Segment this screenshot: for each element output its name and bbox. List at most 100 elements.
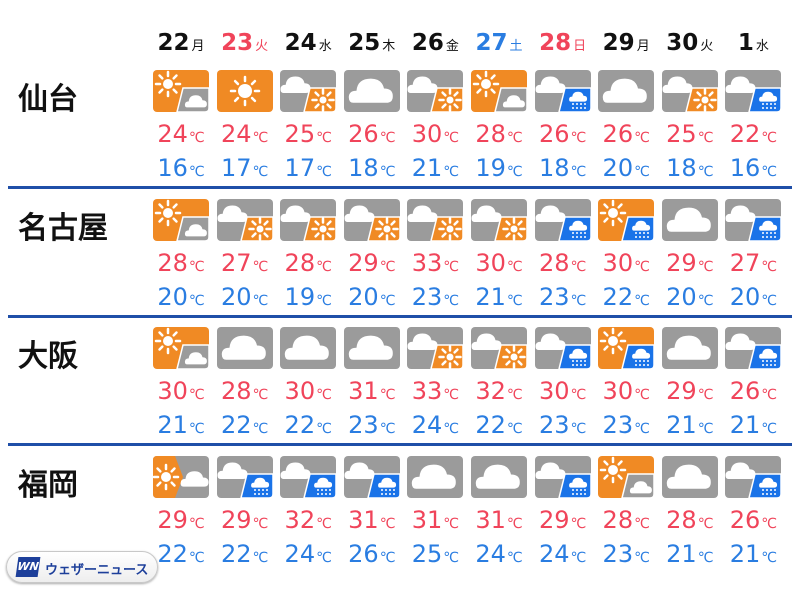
temp-unit: ℃ — [316, 515, 332, 532]
weather-sun-cloud-icon — [153, 327, 210, 370]
high-temp-value: 28 — [157, 248, 188, 277]
temp-unit: ℃ — [379, 515, 396, 532]
high-temp-value: 29 — [157, 505, 188, 534]
temp-unit: ℃ — [316, 421, 332, 437]
low-temp-value: 19 — [475, 154, 506, 182]
temp-unit: ℃ — [443, 515, 460, 532]
weather-cloud-rain-icon — [725, 327, 783, 370]
low-temp: 21℃ — [149, 411, 213, 439]
low-temp: 23℃ — [594, 411, 658, 439]
high-temp: 33℃ — [403, 377, 467, 405]
day-weekday: 火 — [700, 39, 714, 54]
low-temp-value: 17 — [284, 154, 316, 182]
temp-unit: ℃ — [761, 387, 778, 403]
high-temp-value: 24 — [157, 120, 188, 148]
high-temp: 28℃ — [658, 506, 722, 534]
high-temp-value: 22 — [729, 120, 761, 148]
temp-unit: ℃ — [506, 130, 523, 146]
low-temp: 23℃ — [403, 283, 467, 311]
high-temp-value: 29 — [220, 505, 252, 534]
low-temp-value: 17 — [220, 154, 252, 182]
temp-unit: ℃ — [570, 164, 587, 180]
day-header: 24 水 — [276, 30, 340, 56]
high-temp-value: 27 — [729, 248, 761, 277]
low-temp: 21℃ — [658, 540, 722, 568]
high-temp: 26℃ — [721, 506, 785, 534]
low-temp-value: 22 — [284, 411, 316, 439]
temp-unit: ℃ — [443, 421, 460, 437]
weather-cloud-rain-icon — [534, 198, 592, 242]
high-temp: 22℃ — [721, 120, 785, 148]
temp-unit: ℃ — [188, 421, 205, 437]
high-temp: 30℃ — [276, 377, 340, 405]
high-temp: 32℃ — [467, 377, 531, 405]
day-header: 30 火 — [658, 30, 722, 56]
temp-unit: ℃ — [443, 387, 460, 403]
temp-unit: ℃ — [761, 549, 778, 566]
day-header: 29 月 — [594, 30, 658, 56]
low-temp: 24℃ — [403, 411, 467, 439]
low-temp-value: 21 — [666, 539, 697, 568]
high-temp: 32℃ — [276, 506, 340, 534]
high-temp: 27℃ — [213, 249, 277, 277]
temp-unit: ℃ — [697, 515, 714, 532]
low-temp: 20℃ — [340, 283, 404, 311]
low-temp-value: 21 — [666, 411, 697, 439]
temp-unit: ℃ — [443, 164, 460, 180]
low-temp-value: 21 — [475, 282, 506, 311]
row-divider — [8, 443, 792, 446]
high-temp-value: 26 — [602, 120, 634, 148]
high-temp-value: 31 — [348, 377, 379, 405]
low-temp: 17℃ — [213, 154, 277, 182]
low-temp: 22℃ — [467, 411, 531, 439]
weather-cloud-icon — [661, 327, 718, 369]
low-temp: 22℃ — [149, 540, 213, 568]
day-weekday: 月 — [191, 39, 205, 54]
high-temp-value: 30 — [602, 248, 634, 277]
day-date: 27 — [475, 30, 508, 56]
weather-cloud-rain-icon — [280, 455, 337, 499]
temp-unit: ℃ — [252, 292, 269, 309]
low-temp-value: 20 — [602, 154, 634, 182]
high-temp: 30℃ — [467, 249, 531, 277]
low-temp-value: 18 — [538, 154, 570, 182]
day-weekday: 火 — [255, 39, 269, 54]
temp-unit: ℃ — [252, 164, 269, 180]
temp-unit: ℃ — [634, 387, 650, 403]
day-weekday: 金 — [445, 39, 459, 54]
low-temp-value: 21 — [411, 154, 443, 182]
high-temp: 30℃ — [149, 377, 213, 405]
weather-cloud-rain-icon — [725, 455, 783, 499]
high-temp: 33℃ — [403, 249, 467, 277]
temp-unit: ℃ — [761, 515, 778, 532]
low-temp: 19℃ — [276, 283, 340, 311]
weather-cloud-rain-icon — [725, 70, 783, 113]
high-temp-value: 30 — [284, 377, 316, 405]
temp-unit: ℃ — [570, 130, 587, 146]
high-temp: 26℃ — [594, 120, 658, 148]
low-temp: 22℃ — [594, 283, 658, 311]
low-temp-value: 21 — [157, 411, 188, 439]
weather-cloud-sun-icon — [661, 70, 719, 113]
temp-unit: ℃ — [316, 164, 332, 180]
city-name: 福岡 — [18, 467, 78, 503]
row-divider — [8, 186, 792, 189]
high-temp: 28℃ — [467, 120, 531, 148]
low-temp-value: 23 — [602, 411, 634, 439]
high-temp: 29℃ — [149, 506, 213, 534]
temp-unit: ℃ — [761, 164, 778, 180]
weather-sun-then-cloud-icon — [152, 455, 209, 498]
temp-unit: ℃ — [697, 258, 714, 275]
temp-unit: ℃ — [634, 258, 650, 275]
day-weekday: 水 — [755, 39, 769, 54]
weather-cloud-icon — [661, 198, 718, 241]
low-temp: 20℃ — [149, 283, 213, 311]
temp-unit: ℃ — [697, 549, 714, 566]
weathernews-logo: WN ウェザーニュース — [6, 551, 158, 583]
day-weekday: 日 — [573, 39, 587, 54]
high-temp-value: 26 — [538, 120, 570, 148]
high-temp-value: 29 — [666, 248, 697, 277]
weather-sun-cloud-icon — [153, 70, 210, 113]
high-temp-value: 28 — [475, 120, 506, 148]
day-header: 28 日 — [531, 30, 595, 56]
